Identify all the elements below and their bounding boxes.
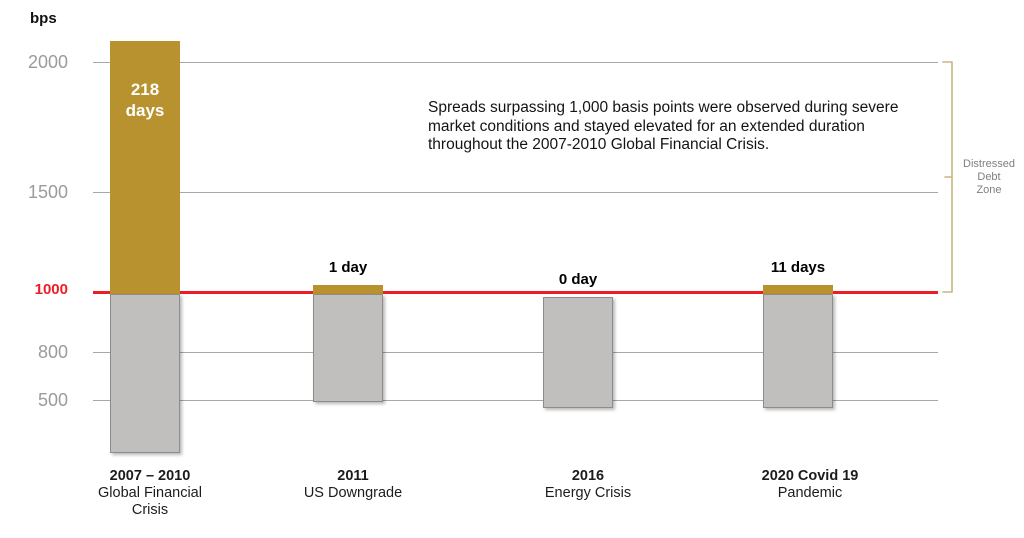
x-axis-category-label: 2016 Energy Crisis xyxy=(503,468,673,502)
bar-segment-below-threshold xyxy=(313,294,383,402)
category-name-line: Pandemic xyxy=(777,485,843,501)
category-name-line: Crisis xyxy=(131,502,169,518)
x-axis-category-label: 2020 Covid 19 Pandemic xyxy=(725,468,895,502)
gridline xyxy=(93,62,938,63)
y-tick-label-800: 800 xyxy=(37,342,68,362)
distressed-zone-label: Distressed Debt Zone xyxy=(958,158,1020,197)
category-year-line: 2016 xyxy=(571,468,605,484)
bar-days-label: 0 day xyxy=(558,270,598,288)
zone-label-line: Debt xyxy=(977,171,1001,183)
bar-segment-above-threshold xyxy=(313,285,383,294)
category-name-line: US Downgrade xyxy=(303,485,403,501)
annotation-line: Spreads surpassing 1,000 basis points we… xyxy=(428,99,899,116)
bar-days-label: 1 day xyxy=(328,259,368,276)
bar-days-label: 11 days xyxy=(770,259,826,276)
category-name-line: Energy Crisis xyxy=(544,485,632,501)
y-tick-label-2000: 2000 xyxy=(27,52,68,72)
y-tick-label-500: 500 xyxy=(37,390,68,410)
annotation-line: throughout the 2007-2010 Global Financia… xyxy=(428,136,770,153)
threshold-line-1000bps xyxy=(93,290,938,294)
x-axis-category-label: 2011 US Downgrade xyxy=(268,468,438,502)
bar-segment-below-threshold xyxy=(763,294,833,408)
annotation-text: Spreads surpassing 1,000 basis points we… xyxy=(428,99,898,155)
y-tick-label-1500: 1500 xyxy=(27,182,68,202)
bar-segment-below-threshold xyxy=(110,294,180,453)
gridline xyxy=(93,400,938,401)
category-year-line: 2011 xyxy=(337,468,369,484)
category-name-line: Global Financial xyxy=(98,485,202,501)
bar-segment-above-threshold: 218 days xyxy=(110,41,180,294)
annotation-line: market conditions and stayed elevated fo… xyxy=(428,117,865,135)
bar-segment-above-threshold xyxy=(763,285,833,294)
distressed-zone-bracket-icon xyxy=(942,61,953,293)
zone-label-line: Zone xyxy=(976,184,1002,196)
category-year-line: 2020 Covid 19 xyxy=(761,468,859,484)
gridline xyxy=(93,352,938,353)
category-year-line: 2007 – 2010 xyxy=(109,468,191,484)
x-axis-category-label: 2007 – 2010 Global Financial Crisis xyxy=(65,468,235,519)
bar-segment-below-threshold xyxy=(543,296,613,408)
bar-days-label-inside: 218 days xyxy=(125,80,165,121)
gridline xyxy=(93,192,938,193)
y-axis-unit-label: bps xyxy=(30,10,57,27)
zone-label-line: Distressed xyxy=(963,158,1015,170)
y-tick-label-1000: 1000 xyxy=(34,281,68,298)
